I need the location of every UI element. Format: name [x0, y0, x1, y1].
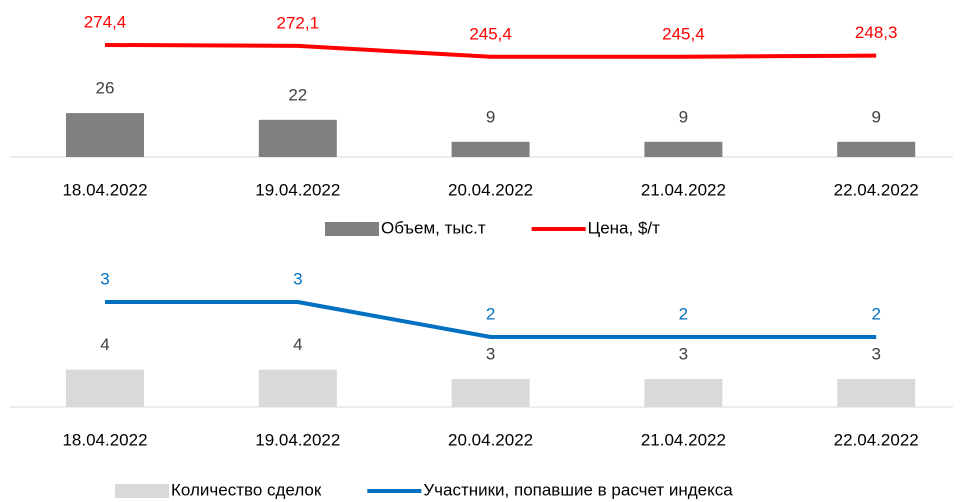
data-label: 4: [100, 335, 109, 354]
data-label: 9: [486, 107, 495, 126]
bar: [451, 379, 530, 407]
legend-swatch: [325, 222, 379, 236]
data-label: 9: [871, 107, 880, 126]
bar: [66, 369, 144, 407]
bar: [644, 379, 723, 407]
data-label: 3: [486, 344, 495, 363]
data-label: 4: [293, 335, 302, 354]
data-label: 2: [486, 304, 495, 323]
data-label: 3: [679, 344, 688, 363]
data-label: 2: [871, 304, 880, 323]
data-label: 272,1: [277, 13, 320, 32]
x-tick-label: 20.04.2022: [448, 180, 533, 199]
x-tick-label: 21.04.2022: [641, 430, 726, 449]
data-label: 3: [871, 344, 880, 363]
legend-label: Объем, тыс.т: [381, 218, 486, 237]
x-tick-label: 18.04.2022: [62, 430, 147, 449]
x-tick-label: 19.04.2022: [255, 180, 340, 199]
legend-swatch: [115, 484, 169, 498]
data-label: 248,3: [855, 23, 898, 42]
legend-label: Участники, попавшие в расчет индекса: [423, 480, 733, 499]
line: [104, 42, 877, 59]
data-label: 2: [679, 304, 688, 323]
data-label: 245,4: [662, 24, 705, 43]
data-label: 9: [679, 107, 688, 126]
line: [105, 300, 877, 339]
x-tick-label: 21.04.2022: [641, 180, 726, 199]
x-tick-label: 22.04.2022: [834, 430, 919, 449]
x-tick-label: 20.04.2022: [448, 430, 533, 449]
data-label: 274,4: [84, 12, 127, 31]
data-label: 3: [293, 269, 302, 288]
bar: [837, 141, 916, 157]
data-label: 22: [288, 85, 307, 104]
bar: [66, 113, 144, 157]
x-tick-label: 18.04.2022: [62, 180, 147, 199]
data-label: 245,4: [469, 24, 512, 43]
data-label: 26: [96, 79, 115, 98]
x-tick-label: 19.04.2022: [255, 430, 340, 449]
bar: [644, 141, 723, 157]
bar: [451, 141, 530, 157]
bar: [258, 369, 337, 407]
legend-label: Цена, $/т: [588, 218, 660, 237]
bar: [837, 379, 916, 407]
data-label: 3: [100, 269, 109, 288]
legend-label: Количество сделок: [171, 480, 322, 499]
x-tick-label: 22.04.2022: [834, 180, 919, 199]
bar: [258, 119, 337, 157]
